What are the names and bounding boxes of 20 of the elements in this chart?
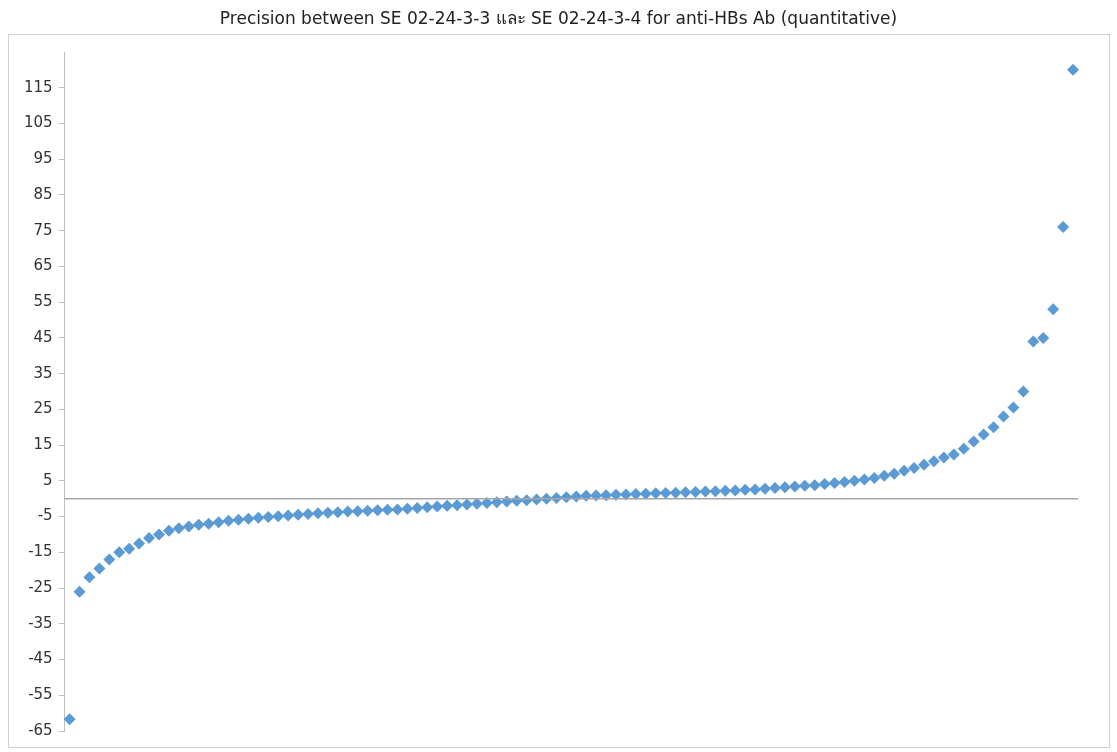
- y-tick-label: 105: [23, 113, 53, 132]
- y-tick-label: 15: [33, 435, 53, 453]
- y-tick-label: -55: [28, 685, 53, 704]
- y-tick-label: 45: [33, 327, 53, 346]
- chart-title: Precision between SE 02-24-3-3 และ SE 02-24-3-4 for anti-HBs Ab (quantitative): [218, 7, 899, 30]
- y-tick-label: -15: [28, 542, 53, 561]
- y-tick-label: -65: [28, 720, 53, 739]
- y-tick-label: 25: [33, 399, 53, 418]
- y-tick-label: 55: [33, 292, 53, 311]
- y-tick-label: 65: [33, 256, 53, 275]
- y-tick-label: 115: [23, 77, 53, 96]
- y-tick-label: -25: [28, 577, 53, 596]
- y-tick-label: 85: [33, 184, 53, 203]
- y-tick-label: -35: [28, 613, 53, 632]
- y-tick-label: -5: [37, 506, 53, 525]
- y-tick-label: 5: [43, 470, 53, 489]
- y-tick-label: 35: [33, 363, 53, 382]
- y-tick-label: 95: [33, 149, 53, 168]
- y-tick-label: -45: [28, 649, 53, 668]
- y-tick-label: 75: [33, 220, 53, 239]
